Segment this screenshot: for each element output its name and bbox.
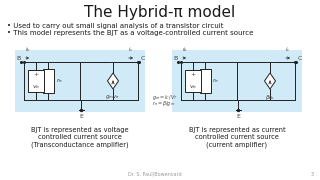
Text: $g_m = I_C / V_T$: $g_m = I_C / V_T$	[152, 93, 178, 102]
Text: $v_\pi$: $v_\pi$	[189, 83, 197, 91]
Text: $r_\pi = \beta / g_m$: $r_\pi = \beta / g_m$	[152, 98, 175, 107]
Text: • This model represents the BJT as a voltage-controlled current source: • This model represents the BJT as a vol…	[7, 30, 253, 36]
Bar	[172, 50, 302, 112]
Text: +: +	[190, 72, 196, 77]
Bar	[199, 69, 211, 93]
Text: Dr. S. Paul/Bowenvard: Dr. S. Paul/Bowenvard	[128, 172, 182, 177]
Text: E: E	[236, 114, 240, 119]
Text: +: +	[33, 72, 39, 77]
Text: $i_c$: $i_c$	[285, 45, 291, 54]
Text: $i_b$: $i_b$	[182, 45, 188, 54]
Text: $\beta i_b$: $\beta i_b$	[265, 93, 275, 102]
Bar	[28, 70, 44, 92]
Text: C: C	[141, 56, 145, 61]
Polygon shape	[265, 73, 276, 89]
Text: $r_\pi$: $r_\pi$	[55, 76, 63, 86]
Text: $i_b$: $i_b$	[25, 45, 31, 54]
Text: B: B	[17, 56, 21, 61]
Text: $v_\pi$: $v_\pi$	[32, 83, 40, 91]
Text: BJT is represented as current
controlled current source
(current amplifier): BJT is represented as current controlled…	[189, 127, 285, 147]
Text: C: C	[298, 56, 302, 61]
Text: $r_\pi$: $r_\pi$	[212, 76, 220, 86]
Text: • Used to carry out small signal analysis of a transistor circuit: • Used to carry out small signal analysi…	[7, 23, 223, 29]
Text: $g_m v_\pi$: $g_m v_\pi$	[106, 93, 121, 101]
Polygon shape	[108, 73, 118, 89]
Text: B: B	[174, 56, 178, 61]
Text: 3: 3	[311, 172, 314, 177]
Text: BJT is represented as voltage
controlled current source
(Transconductance amplif: BJT is represented as voltage controlled…	[31, 127, 129, 147]
Text: E: E	[79, 114, 83, 119]
Text: $i_c$: $i_c$	[128, 45, 134, 54]
Text: The Hybrid-π model: The Hybrid-π model	[84, 4, 236, 19]
Bar	[15, 50, 145, 112]
Bar	[43, 69, 53, 93]
Bar	[185, 70, 201, 92]
